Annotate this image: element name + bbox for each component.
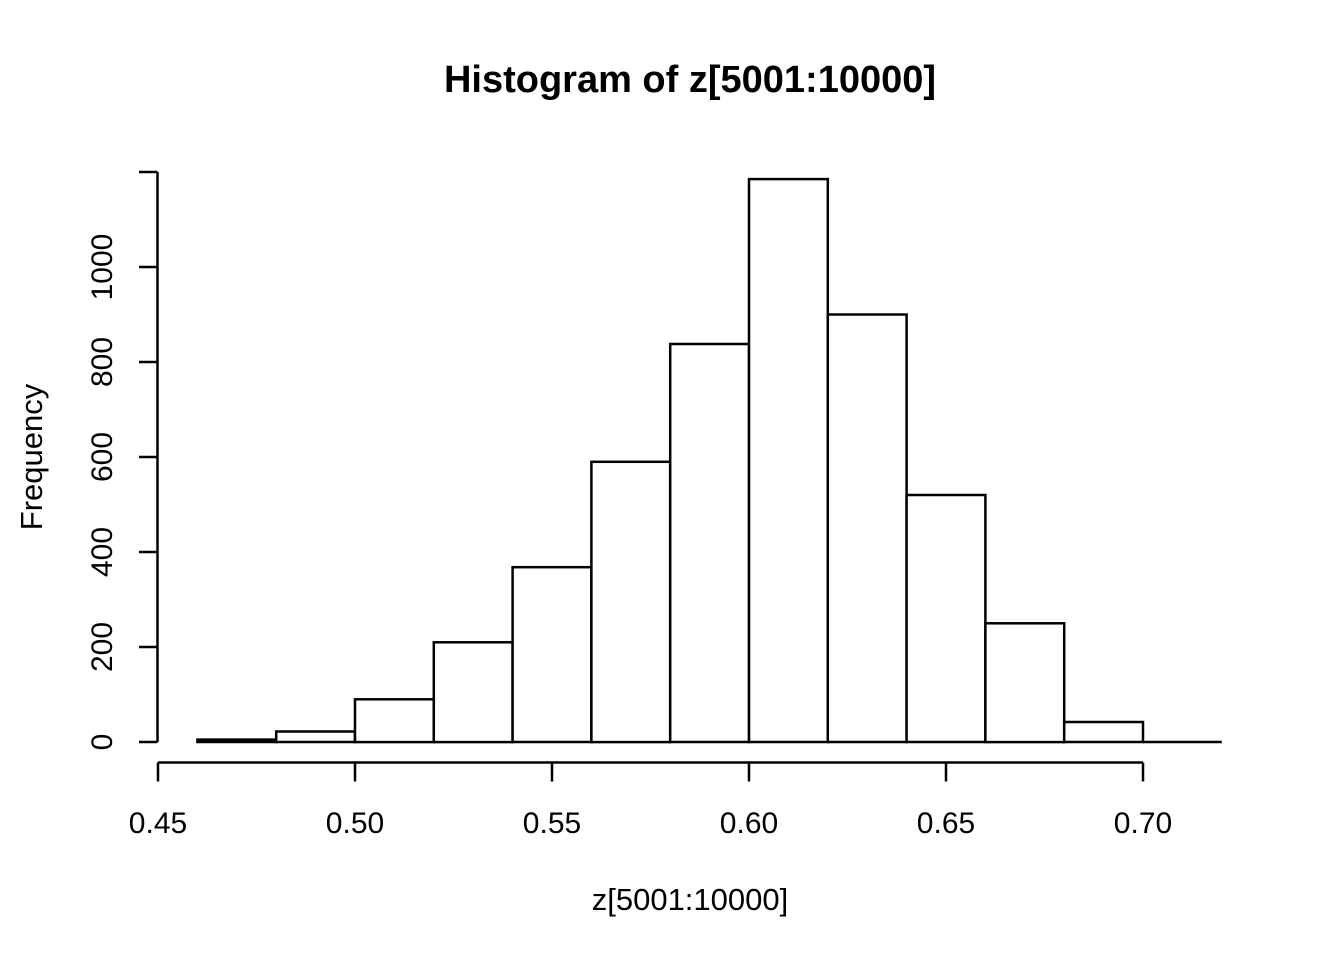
histogram-bar (747, 177, 830, 744)
chart-title: Histogram of z[5001:10000] (443, 59, 937, 101)
histogram-bar (984, 622, 1066, 744)
y-tick-label: 200 (86, 622, 119, 672)
histogram-bar (905, 493, 987, 744)
x-tick-label: 0.50 (326, 807, 384, 840)
y-tick-label: 800 (86, 337, 119, 387)
y-tick-label: 0 (86, 734, 119, 751)
y-tick-label: 600 (86, 432, 119, 482)
histogram-bar (590, 460, 672, 744)
y-tick-label: 400 (86, 527, 119, 577)
histogram-bar (432, 641, 514, 744)
x-tick-label: 0.70 (1114, 807, 1172, 840)
histogram-bar (196, 738, 278, 744)
histogram-bar (511, 565, 593, 744)
histogram-bar (353, 698, 436, 744)
x-tick-label: 0.55 (523, 807, 581, 840)
histogram-bar (826, 313, 908, 744)
x-tick-label: 0.60 (720, 807, 778, 840)
y-tick-label: 1000 (86, 234, 119, 301)
histogram-bar (668, 342, 751, 744)
x-tick-label: 0.45 (129, 807, 187, 840)
histogram-bar (1062, 720, 1145, 744)
x-tick-label: 0.65 (917, 807, 975, 840)
x-axis-label: z[5001:10000] (591, 882, 789, 917)
histogram-bar (274, 730, 357, 744)
y-axis-label: Frequency (14, 383, 49, 531)
